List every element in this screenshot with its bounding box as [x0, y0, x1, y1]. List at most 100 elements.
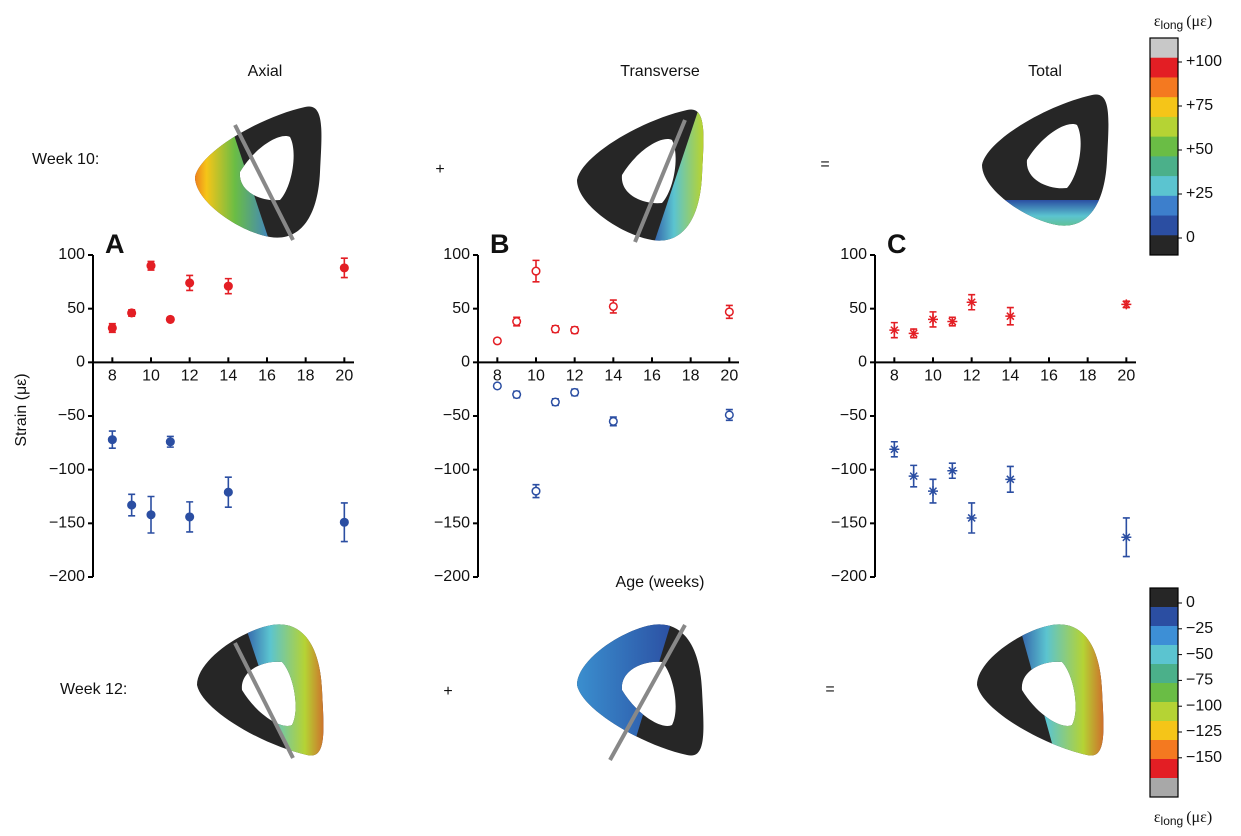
marker — [1005, 474, 1016, 485]
marker — [928, 486, 938, 497]
row-label: Week 10: — [32, 151, 99, 168]
marker — [165, 437, 175, 447]
colorbar-label: +75 — [1186, 97, 1213, 114]
x-tick-label: 12 — [963, 368, 981, 385]
y-tick-label: −200 — [434, 568, 470, 585]
colorbar-segment — [1150, 97, 1178, 118]
marker — [550, 397, 560, 407]
x-tick-label: 12 — [181, 368, 199, 385]
marker — [512, 316, 522, 327]
colorbar-label: +100 — [1186, 53, 1222, 70]
colorbar-segment — [1150, 645, 1178, 665]
colorbar-segment — [1150, 588, 1178, 608]
marker — [966, 297, 977, 308]
y-tick-label: −150 — [434, 515, 470, 532]
colorbar-segment — [1150, 740, 1178, 760]
colorbar-label: +25 — [1186, 185, 1213, 202]
y-tick-label: −50 — [58, 407, 85, 424]
colorbar-title: εlong (με) — [1154, 13, 1212, 33]
panel-label: B — [490, 229, 510, 259]
section-axial-w10 — [195, 106, 322, 241]
colorbar-segment — [1150, 664, 1178, 684]
y-tick-label: 50 — [67, 300, 85, 317]
colorbar-segment — [1150, 38, 1178, 59]
y-tick-label: 50 — [849, 300, 867, 317]
marker — [223, 487, 233, 497]
marker — [570, 325, 580, 335]
colorbar-segment — [1150, 235, 1178, 256]
colorbar-segment — [1150, 77, 1178, 98]
colorbar-label: 0 — [1186, 594, 1195, 611]
marker — [223, 281, 233, 291]
marker — [966, 512, 977, 523]
section-axial-w12 — [197, 624, 324, 759]
x-tick-label: 14 — [1001, 368, 1019, 385]
colorbar-segment — [1150, 721, 1178, 741]
y-tick-label: 100 — [58, 246, 85, 263]
colorbar-title-part: (με) — [1186, 13, 1212, 30]
colorbar-segment — [1150, 57, 1178, 78]
column-title: Total — [1028, 63, 1062, 80]
marker — [908, 471, 919, 482]
colorbar-segment — [1150, 607, 1178, 627]
y-tick-label: −100 — [434, 461, 470, 478]
operator: = — [820, 156, 829, 173]
marker — [531, 486, 541, 496]
colorbar-segment — [1150, 778, 1178, 798]
marker — [127, 500, 137, 510]
marker — [889, 325, 900, 336]
colorbar-title: εlong (με) — [1154, 809, 1212, 829]
colorbar-frame — [1149, 37, 1179, 256]
colorbar-label: 0 — [1186, 229, 1195, 246]
marker — [107, 323, 117, 333]
x-tick-label: 20 — [1117, 368, 1135, 385]
marker — [531, 266, 541, 276]
colorbar-segment — [1150, 136, 1178, 157]
section-transverse-w12 — [577, 624, 704, 761]
y-tick-label: −50 — [840, 407, 867, 424]
y-tick-label: −200 — [831, 568, 867, 585]
y-tick-label: 0 — [461, 354, 470, 371]
marker — [492, 381, 502, 391]
x-tick-label: 18 — [297, 368, 315, 385]
marker — [724, 410, 734, 420]
x-tick-label: 20 — [720, 368, 738, 385]
x-axis-label: Age (weeks) — [616, 574, 705, 591]
marker — [947, 465, 958, 476]
section-transverse-w10 — [577, 109, 704, 243]
colorbar-label: −50 — [1186, 646, 1213, 663]
operator: + — [435, 161, 444, 178]
marker — [1005, 311, 1016, 322]
x-tick-label: 8 — [890, 368, 899, 385]
section-total-w10 — [982, 94, 1109, 226]
colorbar-title-part: long — [1161, 814, 1184, 828]
marker — [724, 307, 734, 317]
colorbar-segment — [1150, 759, 1178, 779]
colorbar-frame — [1149, 587, 1179, 798]
y-tick-label: −200 — [49, 568, 85, 585]
x-tick-label: 14 — [604, 368, 622, 385]
y-tick-label: −100 — [49, 461, 85, 478]
y-axis-label: Strain (με) — [13, 373, 30, 446]
marker — [185, 512, 195, 522]
x-tick-label: 18 — [682, 368, 700, 385]
marker — [928, 314, 938, 325]
y-tick-label: −150 — [831, 515, 867, 532]
colorbar-label: −125 — [1186, 723, 1222, 740]
colorbar-label: −25 — [1186, 620, 1213, 637]
x-tick-label: 8 — [108, 368, 117, 385]
column-title: Axial — [248, 63, 283, 80]
y-tick-label: 100 — [840, 246, 867, 263]
y-tick-label: −100 — [831, 461, 867, 478]
marker — [608, 416, 618, 426]
marker — [492, 336, 502, 346]
colorbar-segment — [1150, 195, 1178, 217]
x-tick-label: 12 — [566, 368, 584, 385]
marker — [127, 308, 137, 318]
marker — [550, 324, 560, 334]
column-title: Transverse — [620, 63, 700, 80]
colorbar-label: −150 — [1186, 749, 1222, 766]
y-tick-label: −150 — [49, 515, 85, 532]
y-tick-label: 50 — [452, 300, 470, 317]
